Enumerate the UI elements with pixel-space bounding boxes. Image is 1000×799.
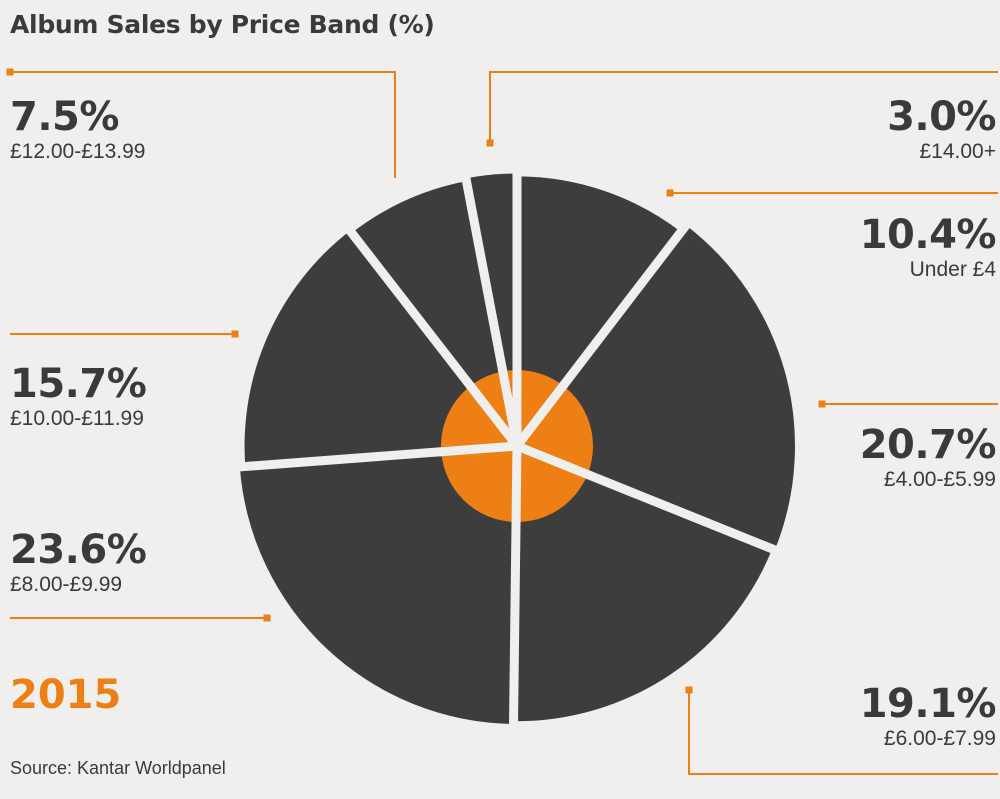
slice-value: 3.0% [887,94,996,140]
pie-slice [513,446,773,722]
hub-separator [511,445,522,525]
slice-category: £8.00-£9.99 [10,573,123,596]
hub-separator [515,441,592,480]
pie-slice [517,176,681,446]
leader-lines [6,68,998,775]
leader-line [10,71,396,178]
slice-category: £14.00+ [919,140,997,163]
chart-title: Album Sales by Price Band (%) [10,10,435,39]
leader-line-marker [231,330,239,338]
year-label: 2015 [10,672,122,718]
hub-separator [513,381,568,449]
leader-line-marker [818,400,826,408]
hub-separator [497,368,522,447]
slice-value: 10.4% [859,212,997,258]
leader-line-marker [486,139,494,147]
leader-line [489,71,998,143]
slice-category: £10.00-£11.99 [10,407,144,430]
slice-value: 7.5% [10,94,119,140]
slice-value: 20.7% [859,422,997,468]
slice-label-under-4: 10.4% Under £4 [859,212,997,283]
hub-separator [438,441,518,457]
slice-category: £4.00-£5.99 [883,468,996,491]
slice-category: £12.00-£13.99 [10,140,146,163]
slice-label-8-10: 23.6% £8.00-£9.99 [10,527,147,598]
slice-value: 19.1% [859,681,997,727]
slice-label-6-8: 19.1% £6.00-£7.99 [859,681,997,752]
pie-slice [244,230,518,467]
slice-category: Under £4 [909,258,996,281]
slice-category: £6.00-£7.99 [883,727,996,750]
leader-line-marker [263,614,271,622]
slice-value: 15.7% [10,361,147,407]
slice-label-10-12: 15.7% £10.00-£11.99 [10,361,147,432]
leader-line [688,690,998,775]
leader-line-marker [6,68,14,76]
hub-separator [465,381,521,449]
slice-label-14-plus: 3.0% £14.00+ [887,95,996,165]
slice-label-4-6: 20.7% £4.00-£5.99 [859,422,997,493]
hub-separators [438,368,592,525]
pie-slice [239,446,518,724]
source-note: Source: Kantar Worldpanel [10,758,226,778]
leader-line-marker [666,189,674,197]
slice-value: 23.6% [10,527,147,573]
pie-slices [239,173,795,724]
leader-line-marker [685,686,693,694]
slice-label-12-14: 7.5% £12.00-£13.99 [10,95,145,165]
